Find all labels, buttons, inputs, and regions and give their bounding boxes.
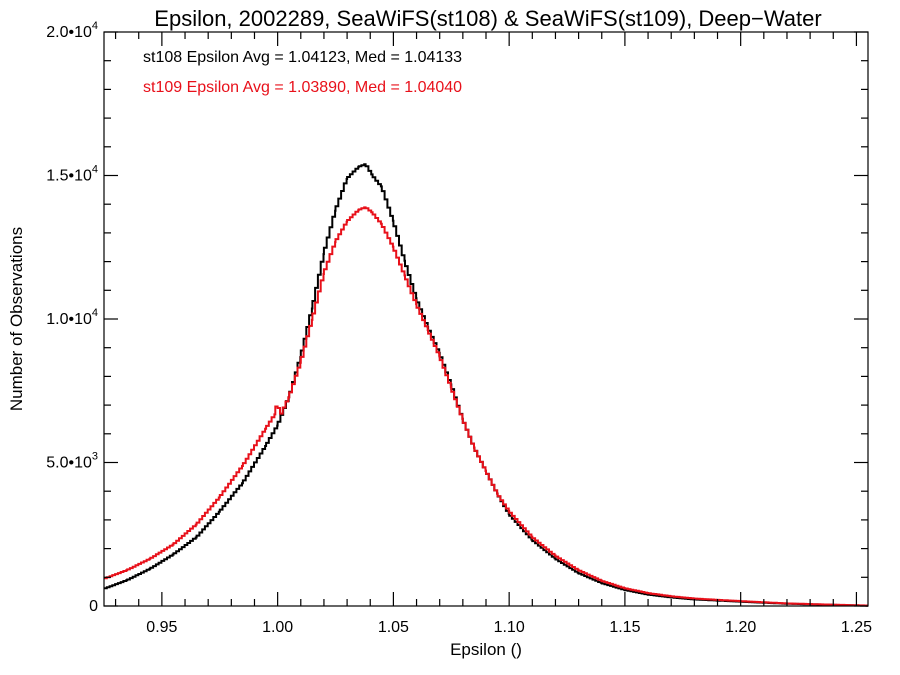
series-line-st109 <box>104 206 868 607</box>
y-tick-label: 5.0•103 <box>46 451 98 472</box>
plot-frame <box>103 31 869 607</box>
legend-st109: st109 Epsilon Avg = 1.03890, Med = 1.040… <box>143 79 462 96</box>
y-tick-label: 1.0•104 <box>46 307 98 328</box>
ticks-layer: 0.95 1.00 1.05 1.10 1.15 1.20 1.25 0 5.0•103 1.0•… <box>46 20 872 636</box>
x-tick-label: 1.20 <box>725 619 756 636</box>
series-layer <box>104 163 868 607</box>
x-axis-label: Epsilon () <box>450 640 522 659</box>
x-tick-label: 1.10 <box>494 619 525 636</box>
legend-st108: st108 Epsilon Avg = 1.04123, Med = 1.041… <box>143 49 462 66</box>
x-tick-label: 1.00 <box>262 619 293 636</box>
y-axis-label: Number of Observations <box>7 227 26 411</box>
y-tick-label: 0 <box>89 598 98 615</box>
x-tick-label: 1.15 <box>609 619 640 636</box>
y-tick-label: 1.5•104 <box>46 164 98 185</box>
chart-title: Epsilon, 2002289, SeaWiFS(st108) & SeaWi… <box>154 6 821 31</box>
series-line-st108 <box>104 163 868 607</box>
x-tick-label: 1.05 <box>378 619 409 636</box>
x-tick-label: 0.95 <box>146 619 177 636</box>
y-tick-label: 2.0•104 <box>46 20 98 41</box>
x-tick-label: 1.25 <box>841 619 872 636</box>
